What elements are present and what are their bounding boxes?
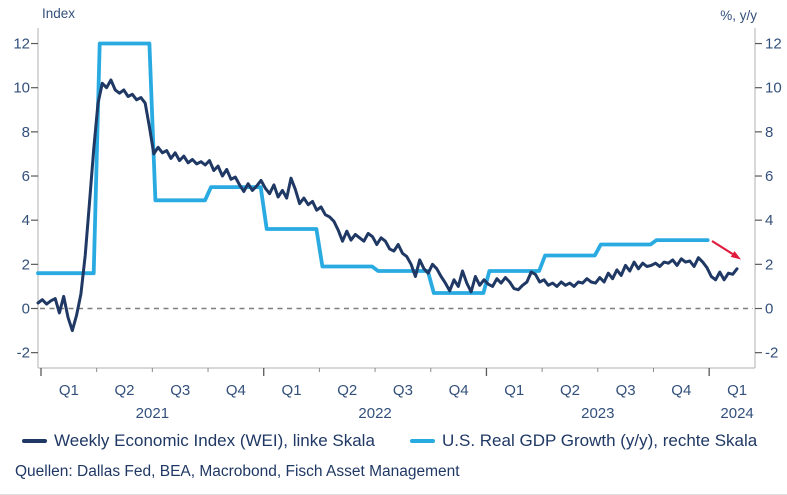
trend-arrow [711, 240, 734, 255]
left-y-tick-label: -2 [17, 345, 30, 362]
legend-label-wei: Weekly Economic Index (WEI), linke Skala [54, 431, 375, 450]
quarter-label: Q1 [282, 382, 302, 399]
wei-line-swatch [22, 439, 47, 443]
legend-item-gdp: U.S. Real GDP Growth (y/y), rechte Skala [410, 431, 757, 451]
right-y-tick-label: 0 [765, 301, 773, 318]
quarter-label: Q1 [59, 382, 79, 399]
quarter-label: Q3 [616, 382, 636, 399]
right-y-tick-label: 10 [765, 80, 782, 97]
year-label: 2024 [720, 405, 753, 422]
left-y-tick-label: 12 [13, 36, 30, 53]
quarter-label: Q1 [727, 382, 747, 399]
quarter-label: Q4 [671, 382, 691, 399]
trend-arrowhead [730, 251, 741, 260]
right-y-tick-label: 6 [765, 168, 773, 185]
chart-canvas: 12 12 10 10 8 8 6 6 4 4 2 2 0 0 -2 -2 Q1 Q2 Q3 Q4 Q1 Q2 Q3 Q4 Q1… [13, 28, 782, 422]
legend: Weekly Economic Index (WEI), linke Skala… [0, 431, 787, 453]
right-y-tick-label: 8 [765, 124, 773, 141]
quarter-label: Q4 [226, 382, 246, 399]
quarter-label: Q3 [393, 382, 413, 399]
right-y-tick-label: 4 [765, 212, 773, 229]
quarter-label: Q4 [449, 382, 469, 399]
source-note: Quellen: Dallas Fed, BEA, Macrobond, Fis… [15, 463, 460, 480]
left-y-tick-label: 4 [22, 212, 30, 229]
left-y-tick-label: 6 [22, 168, 30, 185]
wei-line [36, 78, 739, 333]
year-label: 2022 [358, 405, 391, 422]
legend-item-wei: Weekly Economic Index (WEI), linke Skala [22, 431, 375, 451]
gdp-line-swatch [410, 439, 435, 443]
right-axis-title: %, y/y [720, 8, 757, 23]
year-label: 2023 [581, 405, 614, 422]
year-label: 2021 [136, 405, 169, 422]
left-axis-title: Index [42, 6, 76, 21]
right-y-tick-label: 12 [765, 36, 782, 53]
right-y-tick-label: -2 [765, 345, 778, 362]
left-y-tick-label: 10 [13, 80, 30, 97]
quarter-label: Q2 [337, 382, 357, 399]
quarter-label: Q1 [504, 382, 524, 399]
left-y-tick-label: 2 [22, 256, 30, 273]
quarter-label: Q3 [170, 382, 190, 399]
right-y-tick-label: 2 [765, 256, 773, 273]
gdp-line [36, 41, 710, 295]
left-y-tick-label: 0 [22, 301, 30, 318]
quarter-label: Q2 [560, 382, 580, 399]
left-y-tick-label: 8 [22, 124, 30, 141]
quarter-label: Q2 [115, 382, 135, 399]
legend-label-gdp: U.S. Real GDP Growth (y/y), rechte Skala [442, 431, 758, 450]
